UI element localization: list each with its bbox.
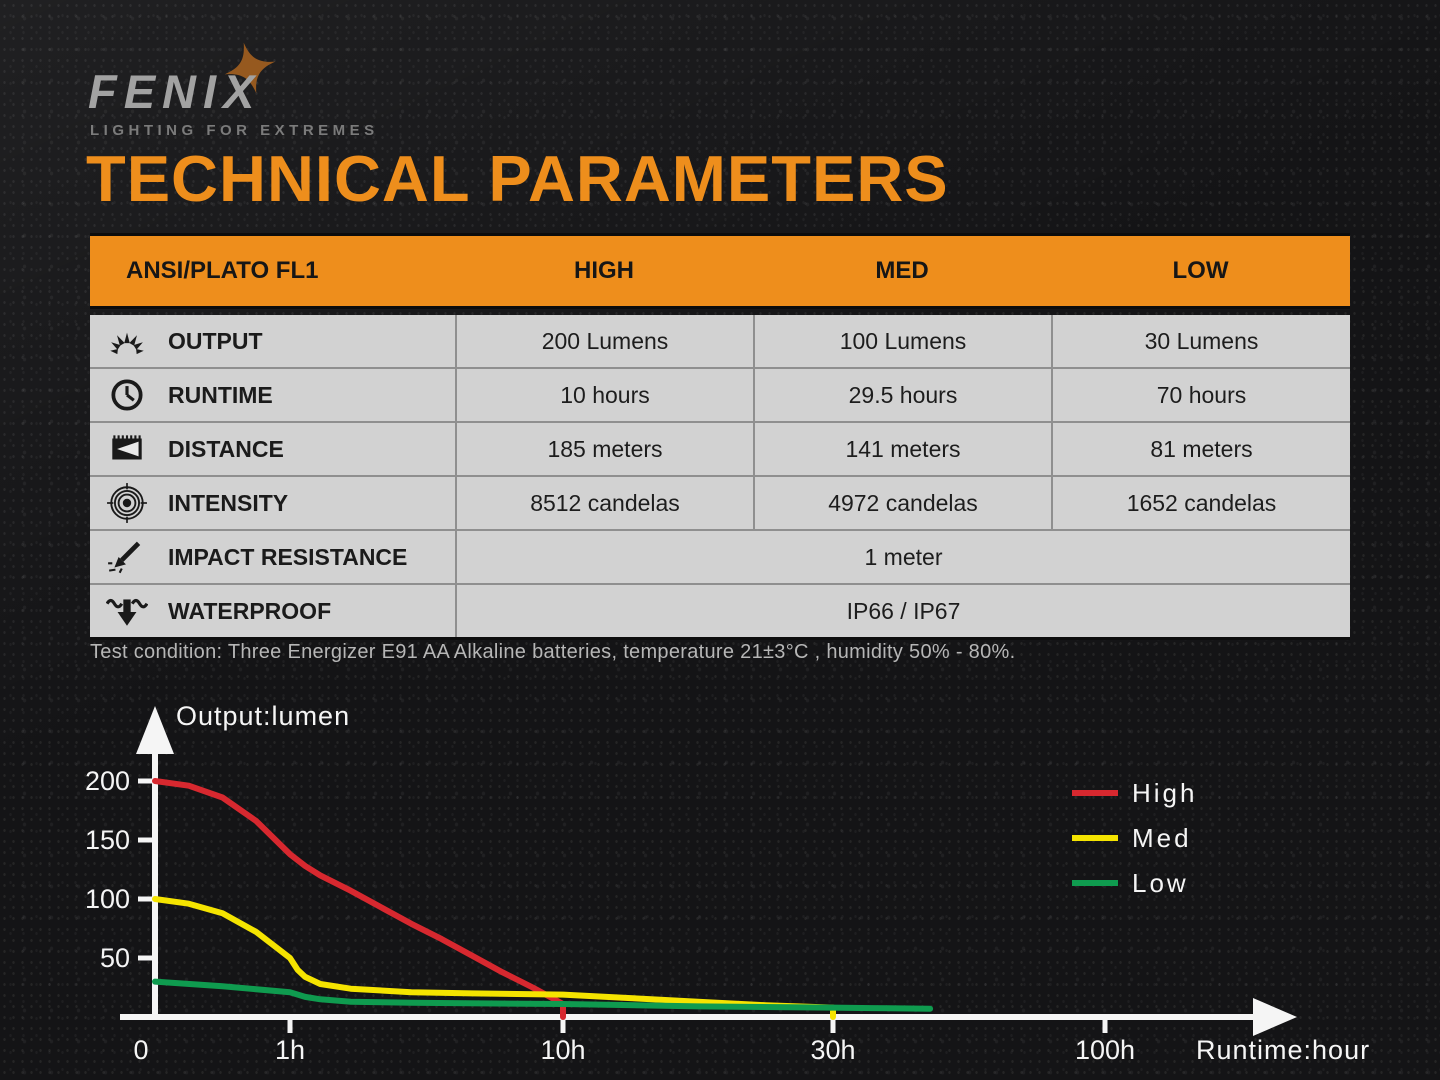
runtime-chart: 50 100 150 200 0 1h 10h 30h 100h Output:lumen Runt… bbox=[85, 701, 1370, 1065]
value-impact-resistance: 1 meter bbox=[455, 531, 1350, 583]
value-runtime-low: 70 hours bbox=[1051, 369, 1350, 421]
table-body: OUTPUT 200 Lumens 100 Lumens 30 Lumens R bbox=[90, 315, 1350, 640]
x-tick-label: 10h bbox=[540, 1035, 585, 1065]
table-header-row: ANSI/PLATO FL1 HIGH MED LOW bbox=[90, 233, 1350, 309]
row-label: IMPACT RESISTANCE bbox=[168, 543, 408, 570]
value-runtime-high: 10 hours bbox=[455, 369, 753, 421]
series-low-line bbox=[152, 978, 934, 1012]
value-distance-high: 185 meters bbox=[455, 423, 753, 475]
y-axis-arrow-icon bbox=[136, 706, 174, 754]
row-label: OUTPUT bbox=[168, 327, 263, 354]
table-row: INTENSITY 8512 candelas 4972 candelas 16… bbox=[90, 475, 1350, 529]
legend-label-low: Low bbox=[1132, 868, 1189, 898]
value-output-low: 30 Lumens bbox=[1051, 315, 1350, 367]
table-row: WATERPROOF IP66 / IP67 bbox=[90, 583, 1350, 637]
value-distance-low: 81 meters bbox=[1051, 423, 1350, 475]
row-label: INTENSITY bbox=[168, 489, 289, 516]
value-intensity-high: 8512 candelas bbox=[455, 477, 753, 529]
table-row: RUNTIME 10 hours 29.5 hours 70 hours bbox=[90, 367, 1350, 421]
table-row: OUTPUT 200 Lumens 100 Lumens 30 Lumens bbox=[90, 315, 1350, 367]
spec-table: ANSI/PLATO FL1 HIGH MED LOW bbox=[90, 233, 1350, 640]
y-tick-label: 200 bbox=[85, 766, 130, 796]
x-tick-label: 100h bbox=[1075, 1035, 1135, 1065]
y-axis-title: Output:lumen bbox=[176, 701, 350, 731]
value-intensity-low: 1652 candelas bbox=[1051, 477, 1350, 529]
value-intensity-med: 4972 candelas bbox=[753, 477, 1051, 529]
x-axis-arrow-icon bbox=[1253, 998, 1297, 1036]
y-tick-label: 100 bbox=[85, 884, 130, 914]
y-tick-label: 50 bbox=[100, 943, 130, 973]
table-row: IMPACT RESISTANCE 1 meter bbox=[90, 529, 1350, 583]
page-title: TECHNICAL PARAMETERS bbox=[86, 142, 949, 215]
value-distance-med: 141 meters bbox=[753, 423, 1051, 475]
distance-icon bbox=[106, 428, 148, 470]
x-tick-label: 1h bbox=[275, 1035, 305, 1065]
runtime-icon bbox=[106, 374, 148, 416]
value-output-med: 100 Lumens bbox=[753, 315, 1051, 367]
row-label: WATERPROOF bbox=[168, 597, 332, 624]
value-output-high: 200 Lumens bbox=[455, 315, 753, 367]
waterproof-icon bbox=[106, 590, 148, 632]
table-row: DISTANCE 185 meters 141 meters 81 meters bbox=[90, 421, 1350, 475]
brand-tagline: LIGHTING FOR EXTREMES bbox=[90, 122, 379, 139]
impact-icon bbox=[106, 536, 148, 578]
column-header-med: MED bbox=[875, 257, 929, 284]
column-header-high: HIGH bbox=[574, 257, 634, 284]
output-icon bbox=[106, 320, 148, 362]
legend-label-med: Med bbox=[1132, 823, 1192, 853]
value-runtime-med: 29.5 hours bbox=[753, 369, 1051, 421]
x-axis-title: Runtime:hour bbox=[1196, 1035, 1370, 1065]
table-header-label: ANSI/PLATO FL1 bbox=[126, 257, 319, 284]
series-high-line bbox=[152, 778, 566, 1020]
legend-label-high: High bbox=[1132, 778, 1197, 808]
row-label: RUNTIME bbox=[168, 381, 273, 408]
y-tick-label: 150 bbox=[85, 825, 130, 855]
column-header-low: LOW bbox=[1172, 257, 1229, 284]
intensity-icon bbox=[106, 482, 148, 524]
brand-name: FENIX bbox=[88, 65, 262, 118]
brand-logo: FENIX LIGHTING FOR EXTREMES bbox=[88, 42, 448, 160]
x-tick-label: 30h bbox=[810, 1035, 855, 1065]
row-label: DISTANCE bbox=[168, 435, 284, 462]
star-icon bbox=[224, 42, 276, 94]
value-waterproof: IP66 / IP67 bbox=[455, 585, 1350, 637]
series-med-line bbox=[152, 896, 836, 1020]
x-tick-label: 0 bbox=[133, 1035, 148, 1065]
test-condition-note: Test condition: Three Energizer E91 AA A… bbox=[90, 641, 1016, 663]
